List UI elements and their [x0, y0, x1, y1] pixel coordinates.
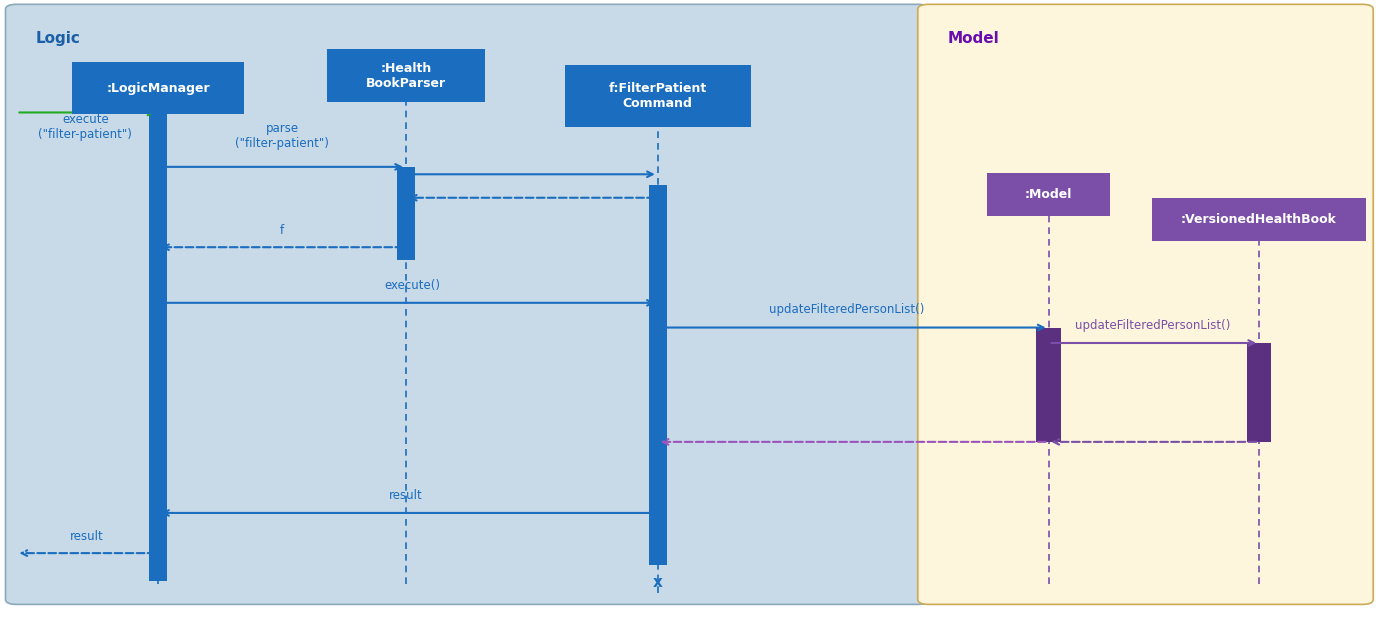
Text: Model: Model [948, 31, 1000, 46]
Text: :Model: :Model [1025, 188, 1072, 201]
Text: :VersionedHealthBook: :VersionedHealthBook [1181, 213, 1337, 226]
FancyBboxPatch shape [918, 4, 1373, 604]
FancyBboxPatch shape [1153, 198, 1365, 241]
Text: parse
("filter-patient"): parse ("filter-patient") [235, 122, 329, 150]
FancyBboxPatch shape [6, 4, 929, 604]
FancyBboxPatch shape [73, 62, 245, 114]
FancyBboxPatch shape [564, 65, 751, 127]
Text: execute
("filter-patient"): execute ("filter-patient") [39, 112, 132, 141]
Bar [1036, 328, 1061, 442]
Text: Logic: Logic [36, 31, 81, 46]
Text: result: result [389, 489, 422, 502]
Text: execute(): execute() [385, 279, 440, 292]
Bar [1247, 343, 1271, 442]
Bar [396, 167, 416, 260]
Text: x: x [652, 575, 663, 590]
Text: :Health
BookParser: :Health BookParser [366, 62, 446, 90]
Bar [649, 185, 666, 565]
Bar [149, 114, 168, 581]
Text: f:FilterPatient
Command: f:FilterPatient Command [608, 82, 707, 110]
Text: updateFilteredPersonList(): updateFilteredPersonList() [1076, 319, 1230, 332]
Text: result: result [70, 530, 103, 543]
Text: updateFilteredPersonList(): updateFilteredPersonList() [769, 303, 923, 316]
Text: f: f [281, 224, 283, 237]
FancyBboxPatch shape [327, 49, 484, 102]
FancyBboxPatch shape [987, 173, 1110, 216]
Text: :LogicManager: :LogicManager [106, 82, 211, 95]
